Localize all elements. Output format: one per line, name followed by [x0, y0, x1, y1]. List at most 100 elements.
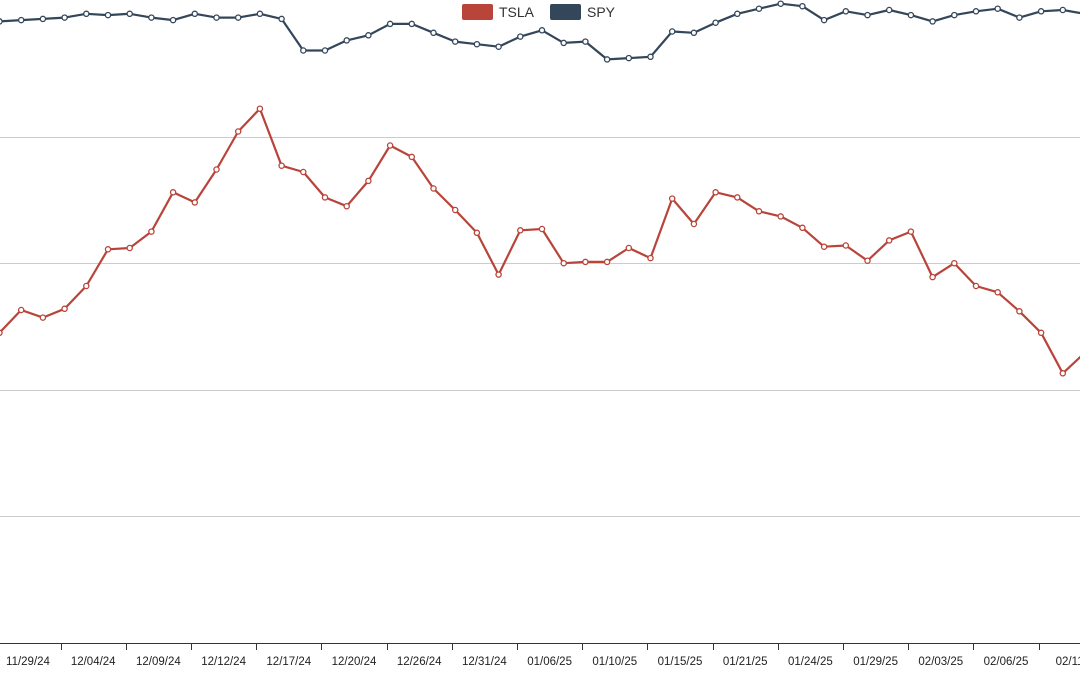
data-point-tsla[interactable] — [777, 213, 784, 220]
data-point-spy[interactable] — [148, 14, 155, 21]
data-point-tsla[interactable] — [365, 177, 372, 185]
data-point-tsla[interactable] — [690, 220, 698, 228]
data-point-tsla[interactable] — [1037, 329, 1045, 337]
data-point-spy[interactable] — [690, 29, 698, 37]
data-point-tsla[interactable] — [213, 166, 220, 173]
data-point-spy[interactable] — [408, 20, 416, 28]
data-point-tsla[interactable] — [712, 189, 719, 196]
data-point-tsla[interactable] — [538, 225, 546, 233]
data-point-tsla[interactable] — [625, 244, 633, 252]
data-point-spy[interactable] — [451, 38, 459, 45]
data-point-tsla[interactable] — [191, 199, 199, 206]
data-point-tsla[interactable] — [842, 242, 850, 249]
data-point-spy[interactable] — [473, 40, 481, 48]
data-point-spy[interactable] — [104, 11, 112, 19]
data-point-spy[interactable] — [972, 8, 980, 15]
data-point-spy[interactable] — [17, 16, 25, 24]
data-point-tsla[interactable] — [430, 185, 437, 192]
data-point-spy[interactable] — [625, 54, 633, 62]
data-point-tsla[interactable] — [560, 259, 567, 267]
data-point-tsla[interactable] — [169, 189, 177, 196]
data-point-tsla[interactable] — [972, 282, 980, 290]
data-point-spy[interactable] — [430, 29, 437, 37]
data-point-tsla[interactable] — [0, 329, 3, 337]
data-point-tsla[interactable] — [278, 162, 285, 169]
data-point-spy[interactable] — [234, 14, 242, 21]
data-point-tsla[interactable] — [61, 305, 68, 313]
data-point-tsla[interactable] — [799, 224, 806, 232]
data-point-tsla[interactable] — [603, 258, 611, 266]
legend-swatch-tsla[interactable] — [462, 4, 493, 20]
data-point-tsla[interactable] — [451, 206, 459, 214]
data-point-spy[interactable] — [61, 14, 68, 21]
data-point-tsla[interactable] — [234, 128, 242, 135]
data-point-spy[interactable] — [820, 16, 828, 24]
data-point-spy[interactable] — [39, 15, 47, 23]
data-point-spy[interactable] — [83, 10, 90, 18]
data-point-spy[interactable] — [343, 37, 350, 44]
data-point-spy[interactable] — [668, 28, 676, 35]
data-point-tsla[interactable] — [256, 105, 264, 112]
data-point-tsla[interactable] — [83, 282, 90, 290]
legend-label-tsla[interactable]: TSLA — [499, 4, 535, 20]
data-point-spy[interactable] — [278, 15, 285, 23]
data-point-tsla[interactable] — [820, 243, 828, 250]
data-point-tsla[interactable] — [495, 271, 502, 278]
data-point-tsla[interactable] — [104, 246, 112, 253]
legend-label-spy[interactable]: SPY — [587, 4, 616, 20]
data-point-tsla[interactable] — [343, 202, 350, 210]
data-point-spy[interactable] — [495, 43, 502, 50]
data-point-tsla[interactable] — [668, 195, 676, 202]
data-point-spy[interactable] — [842, 8, 850, 15]
data-point-spy[interactable] — [560, 39, 567, 47]
data-point-tsla[interactable] — [1016, 308, 1023, 315]
data-point-tsla[interactable] — [647, 254, 654, 262]
data-point-spy[interactable] — [994, 5, 1001, 12]
data-point-spy[interactable] — [734, 10, 741, 18]
data-point-tsla[interactable] — [885, 237, 893, 244]
data-point-spy[interactable] — [0, 18, 3, 25]
data-point-tsla[interactable] — [929, 273, 936, 281]
data-point-spy[interactable] — [647, 53, 654, 61]
data-point-tsla[interactable] — [408, 153, 416, 161]
data-point-spy[interactable] — [1016, 14, 1023, 21]
data-point-spy[interactable] — [582, 38, 589, 45]
data-point-spy[interactable] — [1037, 8, 1045, 15]
data-point-tsla[interactable] — [994, 289, 1001, 296]
data-point-spy[interactable] — [929, 18, 936, 25]
data-point-spy[interactable] — [712, 19, 719, 26]
data-point-spy[interactable] — [126, 10, 133, 18]
data-point-tsla[interactable] — [321, 194, 329, 201]
data-point-tsla[interactable] — [734, 194, 741, 201]
legend-swatch-spy[interactable] — [550, 4, 581, 20]
data-point-spy[interactable] — [755, 5, 763, 12]
data-point-spy[interactable] — [907, 11, 915, 19]
data-point-spy[interactable] — [885, 6, 893, 14]
data-point-spy[interactable] — [864, 11, 871, 19]
data-point-spy[interactable] — [386, 20, 394, 28]
data-point-spy[interactable] — [1059, 6, 1067, 14]
data-point-tsla[interactable] — [517, 227, 524, 234]
data-point-spy[interactable] — [300, 47, 307, 54]
data-point-spy[interactable] — [603, 56, 611, 63]
data-point-spy[interactable] — [191, 10, 199, 18]
data-point-tsla[interactable] — [39, 314, 47, 321]
data-point-tsla[interactable] — [1059, 370, 1067, 377]
data-point-spy[interactable] — [777, 0, 784, 7]
data-point-spy[interactable] — [213, 14, 220, 21]
data-point-tsla[interactable] — [473, 229, 481, 237]
data-point-tsla[interactable] — [864, 257, 871, 264]
data-point-spy[interactable] — [256, 10, 264, 18]
data-point-spy[interactable] — [365, 32, 372, 39]
data-point-tsla[interactable] — [907, 228, 915, 235]
data-point-tsla[interactable] — [582, 258, 589, 266]
data-point-spy[interactable] — [517, 33, 524, 40]
data-point-spy[interactable] — [951, 11, 958, 19]
data-point-spy[interactable] — [169, 16, 177, 24]
data-point-spy[interactable] — [321, 47, 329, 54]
data-point-tsla[interactable] — [17, 306, 25, 314]
data-point-tsla[interactable] — [951, 259, 958, 267]
data-point-spy[interactable] — [538, 27, 546, 34]
data-point-tsla[interactable] — [148, 228, 155, 235]
data-point-tsla[interactable] — [386, 142, 394, 149]
